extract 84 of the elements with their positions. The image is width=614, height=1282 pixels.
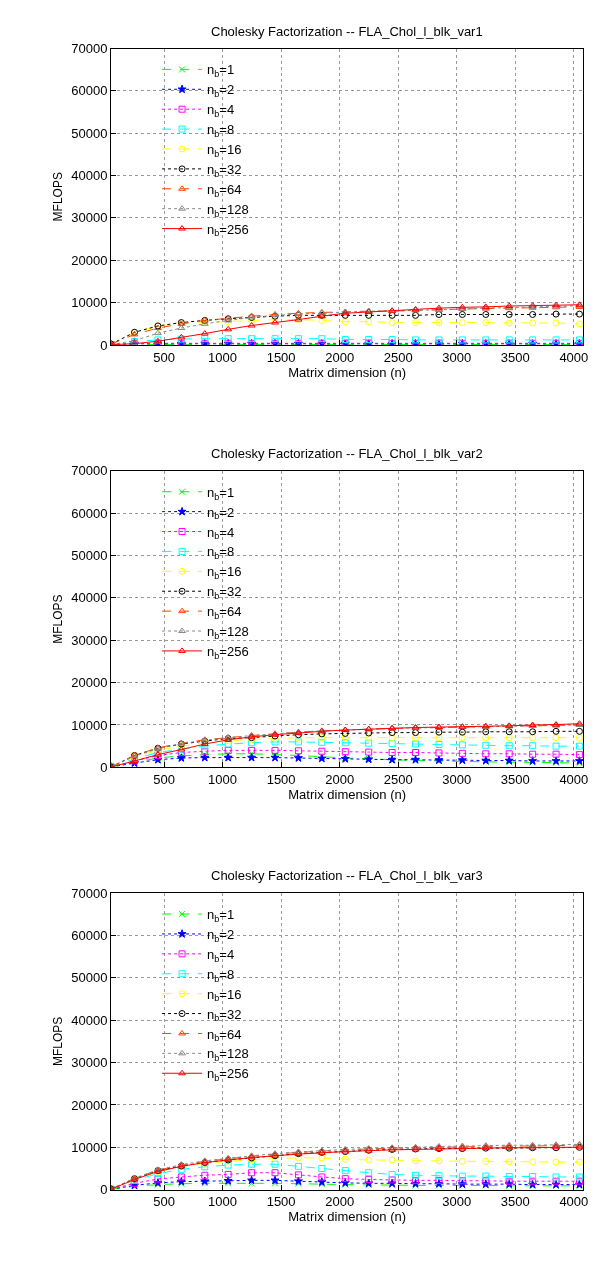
x-axis-title: Matrix dimension (n) xyxy=(288,786,407,802)
y-axis-title: MFLOPS xyxy=(50,172,65,222)
y-tick-label: 10000 xyxy=(71,1139,108,1155)
legend-label: n$_{b}$=256 xyxy=(207,221,249,239)
legend-label: n$_{b}$=32 xyxy=(207,584,242,602)
legend-label: n$_{b}$=64 xyxy=(207,1026,242,1044)
x-tick-label: 2500 xyxy=(383,771,413,787)
legend-label: n$_{b}$=16 xyxy=(207,986,242,1004)
chart-title: Cholesky Factorization -- FLA_Chol_l_blk_var3 xyxy=(211,868,483,883)
y-tick-label: 50000 xyxy=(71,548,108,564)
x-tick-label: 2000 xyxy=(325,349,355,365)
x-axis-title: Matrix dimension (n) xyxy=(288,1209,407,1225)
legend-label: n$_{b}$=1 xyxy=(207,62,235,80)
y-tick-label: 0 xyxy=(100,1182,108,1198)
y-tick-label: 20000 xyxy=(71,675,108,691)
x-tick-label: 3500 xyxy=(500,771,530,787)
chart-title: Cholesky Factorization -- FLA_Chol_l_blk_var1 xyxy=(211,24,483,39)
y-tick-label: 40000 xyxy=(71,590,108,606)
legend-label: n$_{b}$=8 xyxy=(207,966,235,984)
legend-label: n$_{b}$=32 xyxy=(207,1006,242,1024)
y-tick-label: 50000 xyxy=(71,970,108,986)
x-tick-label: 1500 xyxy=(266,771,296,787)
x-tick-label: 500 xyxy=(153,771,175,787)
y-tick-label: 60000 xyxy=(71,83,108,99)
legend-label: n$_{b}$=4 xyxy=(207,102,235,119)
y-tick-label: 60000 xyxy=(71,505,108,521)
x-tick-label: 4000 xyxy=(559,771,589,787)
x-tick-label: 3000 xyxy=(442,771,472,787)
y-tick-label: 0 xyxy=(100,337,108,353)
legend-label: n$_{b}$=1 xyxy=(207,484,235,502)
legend-label: n$_{b}$=64 xyxy=(207,604,242,621)
legend-label: n$_{b}$=128 xyxy=(207,1046,249,1064)
y-tick-label: 30000 xyxy=(71,210,108,226)
legend-label: n$_{b}$=32 xyxy=(207,161,242,179)
y-tick-label: 0 xyxy=(100,759,108,775)
legend-label: n$_{b}$=2 xyxy=(207,927,235,944)
legend-label: n$_{b}$=4 xyxy=(207,524,235,542)
x-axis-title: Matrix dimension (n) xyxy=(288,364,407,380)
legend-label: n$_{b}$=16 xyxy=(207,142,242,159)
x-tick-label: 3500 xyxy=(500,349,530,365)
x-tick-label: 3000 xyxy=(442,1194,472,1210)
x-tick-label: 1000 xyxy=(208,771,238,787)
y-tick-label: 40000 xyxy=(71,1012,108,1028)
x-tick-label: 2000 xyxy=(325,1194,355,1210)
x-tick-label: 3500 xyxy=(500,1194,530,1210)
chart-title: Cholesky Factorization -- FLA_Chol_l_blk_var2 xyxy=(211,446,483,461)
y-tick-label: 30000 xyxy=(71,632,108,648)
legend-label: n$_{b}$=8 xyxy=(207,544,235,562)
y-tick-label: 20000 xyxy=(71,1097,108,1113)
x-tick-label: 1000 xyxy=(208,349,238,365)
legend-label: n$_{b}$=8 xyxy=(207,122,235,139)
legend-label: n$_{b}$=128 xyxy=(207,201,249,219)
y-tick-label: 70000 xyxy=(71,885,108,901)
x-tick-label: 1500 xyxy=(266,349,296,365)
x-tick-label: 4000 xyxy=(559,349,589,365)
legend-label: n$_{b}$=16 xyxy=(207,564,242,582)
x-tick-label: 1500 xyxy=(266,1194,296,1210)
x-tick-label: 3000 xyxy=(442,349,472,365)
y-tick-label: 30000 xyxy=(71,1055,108,1071)
x-tick-label: 500 xyxy=(153,1194,175,1210)
legend-label: n$_{b}$=4 xyxy=(207,946,235,964)
x-tick-label: 2500 xyxy=(383,1194,413,1210)
x-tick-label: 500 xyxy=(153,349,175,365)
legend-label: n$_{b}$=128 xyxy=(207,624,249,641)
legend-label: n$_{b}$=2 xyxy=(207,504,235,522)
legend-label: n$_{b}$=2 xyxy=(207,82,235,100)
y-tick-label: 40000 xyxy=(71,168,108,184)
legend-label: n$_{b}$=256 xyxy=(207,643,249,661)
legend-label: n$_{b}$=1 xyxy=(207,907,235,924)
y-axis-title: MFLOPS xyxy=(50,594,65,644)
x-tick-label: 2000 xyxy=(325,771,355,787)
y-tick-label: 50000 xyxy=(71,125,108,141)
x-tick-label: 2500 xyxy=(383,349,413,365)
y-axis-title: MFLOPS xyxy=(50,1016,65,1067)
y-tick-label: 70000 xyxy=(71,463,108,479)
y-tick-label: 60000 xyxy=(71,928,108,944)
x-tick-label: 1000 xyxy=(208,1194,238,1210)
legend-label: n$_{b}$=256 xyxy=(207,1066,249,1084)
y-tick-label: 10000 xyxy=(71,295,108,311)
y-tick-label: 20000 xyxy=(71,252,108,268)
x-tick-label: 4000 xyxy=(559,1194,589,1210)
y-tick-label: 10000 xyxy=(71,717,108,733)
legend-label: n$_{b}$=64 xyxy=(207,181,242,199)
y-tick-label: 70000 xyxy=(71,41,108,57)
